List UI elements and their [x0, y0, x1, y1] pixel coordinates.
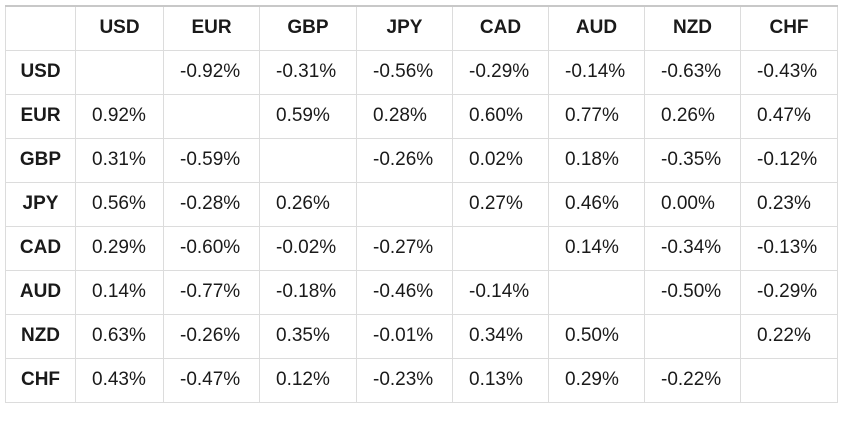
cell-gbp-aud: 0.18% — [548, 137, 645, 183]
cell-gbp-nzd: -0.35% — [644, 137, 741, 183]
cell-cad-jpy: -0.27% — [356, 225, 453, 271]
row-header-eur: EUR — [5, 93, 76, 139]
cross-rate-table: USD EUR GBP JPY CAD AUD NZD CHF USD -0.92… — [5, 5, 838, 403]
cell-cad-usd: 0.29% — [75, 225, 164, 271]
cell-chf-chf — [740, 357, 838, 403]
cell-chf-usd: 0.43% — [75, 357, 164, 403]
row-header-chf: CHF — [5, 357, 76, 403]
cell-cad-eur: -0.60% — [163, 225, 260, 271]
cell-chf-cad: 0.13% — [452, 357, 549, 403]
column-header-chf: CHF — [740, 5, 838, 51]
cell-chf-nzd: -0.22% — [644, 357, 741, 403]
cell-eur-usd: 0.92% — [75, 93, 164, 139]
cell-aud-cad: -0.14% — [452, 269, 549, 315]
column-header-cad: CAD — [452, 5, 549, 51]
row-header-gbp: GBP — [5, 137, 76, 183]
table-body: USD -0.92% -0.31% -0.56% -0.29% -0.14% -0.63% -… — [5, 49, 838, 403]
table-row: AUD 0.14% -0.77% -0.18% -0.46% -0.14% -0.50% -0… — [5, 269, 838, 315]
cell-cad-gbp: -0.02% — [259, 225, 357, 271]
table-row: JPY 0.56% -0.28% 0.26% 0.27% 0.46% 0.00% 0.23% — [5, 181, 838, 227]
cell-jpy-cad: 0.27% — [452, 181, 549, 227]
cell-nzd-jpy: -0.01% — [356, 313, 453, 359]
cell-usd-chf: -0.43% — [740, 49, 838, 95]
cell-eur-nzd: 0.26% — [644, 93, 741, 139]
cell-jpy-nzd: 0.00% — [644, 181, 741, 227]
cell-cad-chf: -0.13% — [740, 225, 838, 271]
table-row: GBP 0.31% -0.59% -0.26% 0.02% 0.18% -0.35% -0.1… — [5, 137, 838, 183]
cell-chf-gbp: 0.12% — [259, 357, 357, 403]
cell-aud-aud — [548, 269, 645, 315]
cell-jpy-gbp: 0.26% — [259, 181, 357, 227]
column-header-aud: AUD — [548, 5, 645, 51]
cell-eur-chf: 0.47% — [740, 93, 838, 139]
cell-chf-aud: 0.29% — [548, 357, 645, 403]
cell-nzd-gbp: 0.35% — [259, 313, 357, 359]
cell-aud-nzd: -0.50% — [644, 269, 741, 315]
cell-gbp-chf: -0.12% — [740, 137, 838, 183]
cell-usd-gbp: -0.31% — [259, 49, 357, 95]
cell-aud-chf: -0.29% — [740, 269, 838, 315]
cell-chf-jpy: -0.23% — [356, 357, 453, 403]
row-header-nzd: NZD — [5, 313, 76, 359]
column-header-gbp: GBP — [259, 5, 357, 51]
cell-gbp-cad: 0.02% — [452, 137, 549, 183]
row-header-jpy: JPY — [5, 181, 76, 227]
table-header: USD EUR GBP JPY CAD AUD NZD CHF — [5, 5, 838, 51]
table-row: NZD 0.63% -0.26% 0.35% -0.01% 0.34% 0.50% 0.22% — [5, 313, 838, 359]
cell-aud-gbp: -0.18% — [259, 269, 357, 315]
cell-usd-cad: -0.29% — [452, 49, 549, 95]
cell-nzd-eur: -0.26% — [163, 313, 260, 359]
cell-jpy-eur: -0.28% — [163, 181, 260, 227]
table-row: USD -0.92% -0.31% -0.56% -0.29% -0.14% -0.63% -… — [5, 49, 838, 95]
row-header-cad: CAD — [5, 225, 76, 271]
currency-heat-map: USD EUR GBP JPY CAD AUD NZD CHF USD -0.92… — [5, 5, 838, 403]
cell-jpy-usd: 0.56% — [75, 181, 164, 227]
cell-gbp-usd: 0.31% — [75, 137, 164, 183]
cell-usd-aud: -0.14% — [548, 49, 645, 95]
cell-chf-eur: -0.47% — [163, 357, 260, 403]
cell-eur-aud: 0.77% — [548, 93, 645, 139]
cell-cad-cad — [452, 225, 549, 271]
table-row: EUR 0.92% 0.59% 0.28% 0.60% 0.77% 0.26% 0.47% — [5, 93, 838, 139]
column-header-jpy: JPY — [356, 5, 453, 51]
table-row: CHF 0.43% -0.47% 0.12% -0.23% 0.13% 0.29% -0.22… — [5, 357, 838, 403]
cell-eur-cad: 0.60% — [452, 93, 549, 139]
cell-aud-usd: 0.14% — [75, 269, 164, 315]
cell-aud-eur: -0.77% — [163, 269, 260, 315]
cell-gbp-eur: -0.59% — [163, 137, 260, 183]
cell-aud-jpy: -0.46% — [356, 269, 453, 315]
cell-jpy-jpy — [356, 181, 453, 227]
table-row: CAD 0.29% -0.60% -0.02% -0.27% 0.14% -0.34% -0.… — [5, 225, 838, 271]
corner-cell — [5, 5, 76, 51]
cell-nzd-nzd — [644, 313, 741, 359]
cell-cad-nzd: -0.34% — [644, 225, 741, 271]
cell-nzd-usd: 0.63% — [75, 313, 164, 359]
cell-gbp-jpy: -0.26% — [356, 137, 453, 183]
row-header-aud: AUD — [5, 269, 76, 315]
cell-jpy-aud: 0.46% — [548, 181, 645, 227]
column-header-eur: EUR — [163, 5, 260, 51]
cell-usd-nzd: -0.63% — [644, 49, 741, 95]
cell-usd-eur: -0.92% — [163, 49, 260, 95]
cell-usd-jpy: -0.56% — [356, 49, 453, 95]
row-header-usd: USD — [5, 49, 76, 95]
header-row: USD EUR GBP JPY CAD AUD NZD CHF — [5, 5, 838, 51]
column-header-usd: USD — [75, 5, 164, 51]
cell-nzd-chf: 0.22% — [740, 313, 838, 359]
cell-cad-aud: 0.14% — [548, 225, 645, 271]
cell-nzd-aud: 0.50% — [548, 313, 645, 359]
cell-eur-gbp: 0.59% — [259, 93, 357, 139]
cell-gbp-gbp — [259, 137, 357, 183]
cell-usd-usd — [75, 49, 164, 95]
cell-nzd-cad: 0.34% — [452, 313, 549, 359]
column-header-nzd: NZD — [644, 5, 741, 51]
cell-eur-jpy: 0.28% — [356, 93, 453, 139]
cell-eur-eur — [163, 93, 260, 139]
cell-jpy-chf: 0.23% — [740, 181, 838, 227]
